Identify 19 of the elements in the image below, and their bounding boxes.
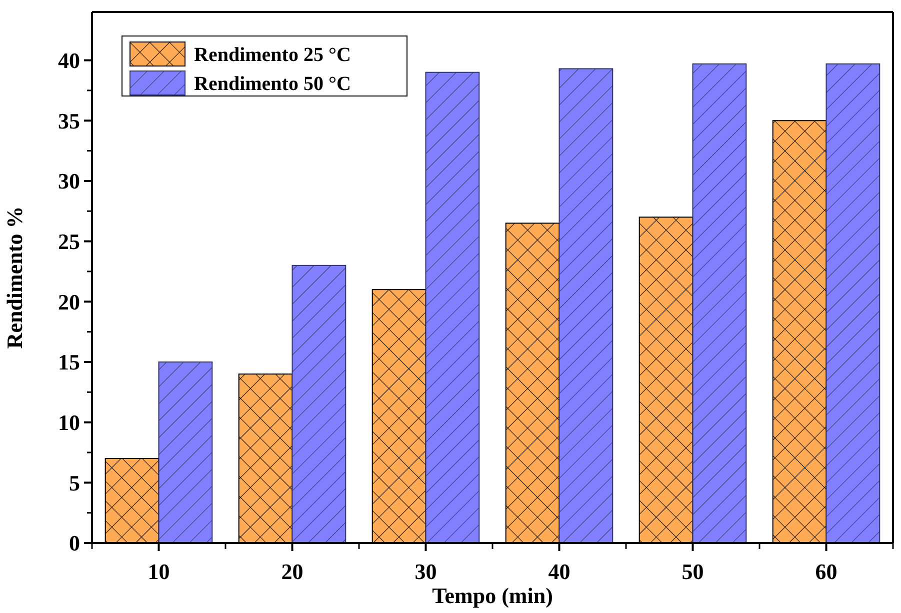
legend-label: Rendimento 50 °C bbox=[194, 73, 351, 95]
x-tick-label: 10 bbox=[148, 559, 170, 584]
x-axis-title: Tempo (min) bbox=[432, 583, 553, 608]
x-tick-label: 30 bbox=[414, 559, 437, 584]
y-tick-label: 40 bbox=[58, 48, 80, 73]
y-tick-label: 30 bbox=[58, 168, 80, 194]
y-tick-label: 25 bbox=[58, 228, 80, 254]
x-tick-label: 20 bbox=[281, 559, 304, 584]
legend-label: Rendimento 25 °C bbox=[194, 44, 351, 66]
y-tick-label: 0 bbox=[69, 530, 80, 556]
y-tick-label: 5 bbox=[69, 470, 80, 496]
x-tick-label: 60 bbox=[815, 559, 838, 584]
y-tick-label: 10 bbox=[58, 410, 80, 436]
x-tick-label: 50 bbox=[682, 559, 704, 584]
y-tick-label: 35 bbox=[58, 108, 80, 134]
y-axis-title: Rendimento % bbox=[2, 206, 27, 349]
y-tick-label: 20 bbox=[58, 289, 80, 314]
x-tick-label: 40 bbox=[548, 559, 570, 584]
y-tick-label: 15 bbox=[58, 350, 80, 375]
